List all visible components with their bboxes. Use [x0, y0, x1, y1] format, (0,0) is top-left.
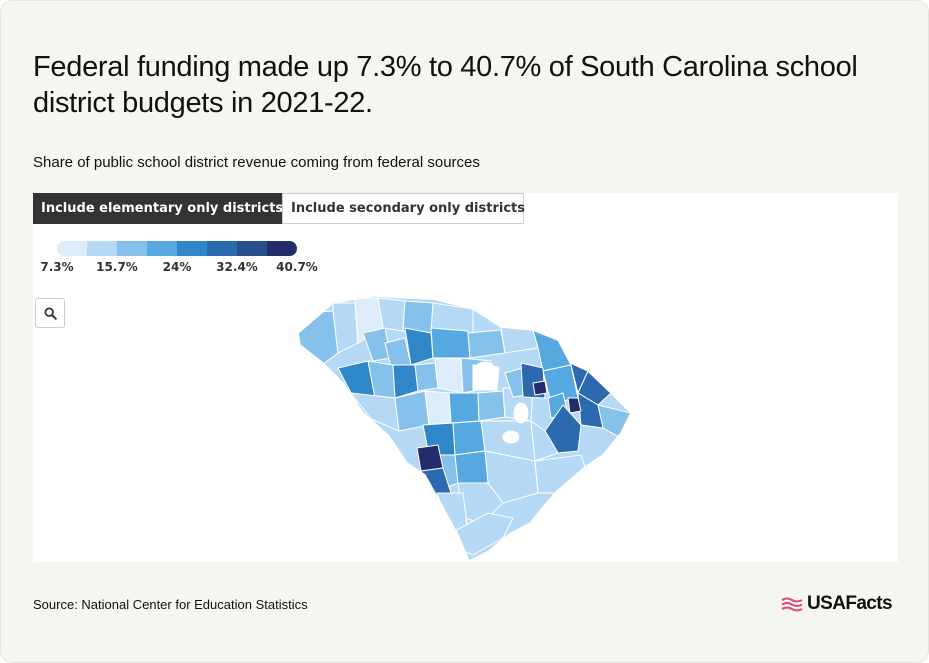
chart-subtitle: Share of public school district revenue … [33, 154, 480, 171]
map-panel: Include elementary only districts Includ… [33, 193, 898, 562]
legend-swatch [87, 241, 117, 256]
legend-color-scale [57, 241, 297, 256]
legend-swatch [57, 241, 87, 256]
legend-label: 32.4% [216, 260, 258, 274]
legend-swatch [177, 241, 207, 256]
legend-label: 40.7% [276, 260, 318, 274]
south-carolina-district-map[interactable] [33, 193, 898, 562]
legend-label: 7.3% [40, 260, 74, 274]
include-elementary-toggle[interactable]: Include elementary only districts [33, 193, 283, 224]
source-note: Source: National Center for Education St… [33, 597, 308, 612]
legend-swatch [147, 241, 177, 256]
search-icon [44, 307, 57, 320]
legend-label: 15.7% [96, 260, 138, 274]
legend-swatch [267, 241, 297, 256]
legend-swatch [207, 241, 237, 256]
legend-swatch [117, 241, 147, 256]
usafacts-flag-icon [781, 597, 803, 611]
include-secondary-toggle[interactable]: Include secondary only districts [282, 193, 525, 224]
search-button[interactable] [35, 298, 65, 328]
chart-title: Federal funding made up 7.3% to 40.7% of… [33, 51, 858, 119]
color-legend: 7.3% 15.7% 24% 32.4% 40.7% [40, 241, 318, 274]
usafacts-logo: USAFacts [781, 593, 893, 615]
legend-label: 24% [162, 260, 192, 274]
legend-swatch [237, 241, 267, 256]
logo-text: USAFacts [807, 593, 893, 614]
